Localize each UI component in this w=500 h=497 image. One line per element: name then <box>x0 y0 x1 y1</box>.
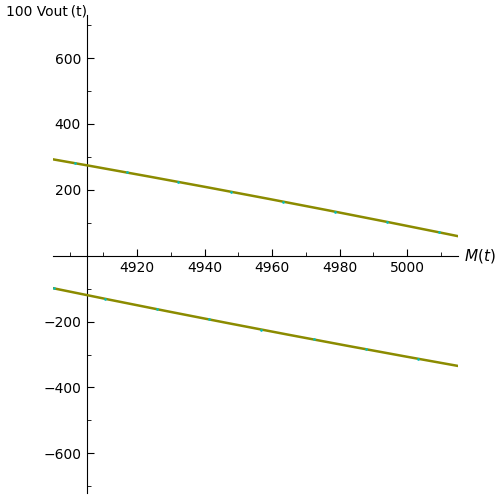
Text: 100 Vout (t): 100 Vout (t) <box>6 5 86 19</box>
Text: $M(t)$: $M(t)$ <box>464 247 496 265</box>
